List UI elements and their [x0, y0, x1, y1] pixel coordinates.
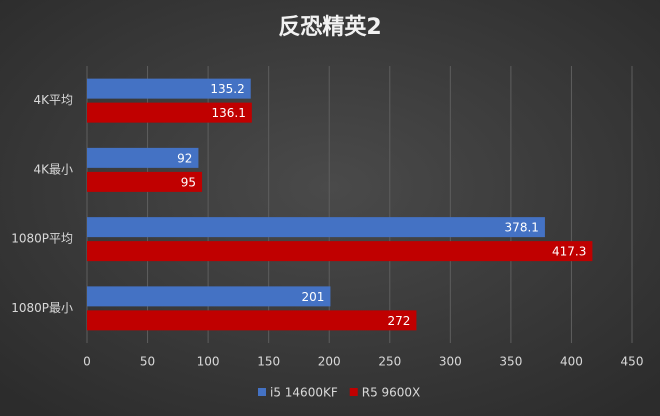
x-tick-label: 250 [378, 355, 401, 369]
bar [87, 78, 251, 99]
bar [87, 286, 331, 307]
x-tick-label: 150 [257, 355, 280, 369]
value-label: 417.3 [552, 245, 586, 259]
bar [87, 147, 199, 168]
legend-label: i5 14600KF [270, 386, 338, 400]
bar [87, 102, 252, 123]
x-tick-label: 0 [83, 355, 91, 369]
chart-title: 反恐精英2 [278, 14, 381, 40]
value-label: 272 [388, 314, 411, 328]
value-label: 95 [181, 175, 196, 189]
x-tick-label: 400 [560, 355, 583, 369]
y-tick-label: 1080P平均 [11, 232, 73, 246]
x-tick-label: 300 [439, 355, 462, 369]
x-tick-label: 350 [499, 355, 522, 369]
y-tick-label: 1080P最小 [11, 301, 73, 315]
value-label: 136.1 [211, 106, 245, 120]
value-label: 135.2 [210, 82, 244, 96]
bar [87, 310, 417, 331]
bar [87, 241, 593, 262]
value-label: 378.1 [505, 221, 539, 235]
legend-swatch [349, 388, 358, 396]
value-label: 201 [302, 290, 325, 304]
y-tick-label: 4K最小 [33, 162, 73, 176]
x-tick-label: 200 [318, 355, 341, 369]
y-tick-label: 4K平均 [33, 93, 73, 107]
x-tick-label: 100 [197, 355, 220, 369]
legend-label: R5 9600X [362, 386, 421, 400]
value-label: 92 [177, 151, 192, 165]
legend-swatch [258, 388, 266, 396]
x-tick-label: 50 [140, 355, 155, 369]
bar [87, 217, 545, 238]
x-tick-label: 450 [621, 355, 644, 369]
bar [87, 171, 203, 192]
